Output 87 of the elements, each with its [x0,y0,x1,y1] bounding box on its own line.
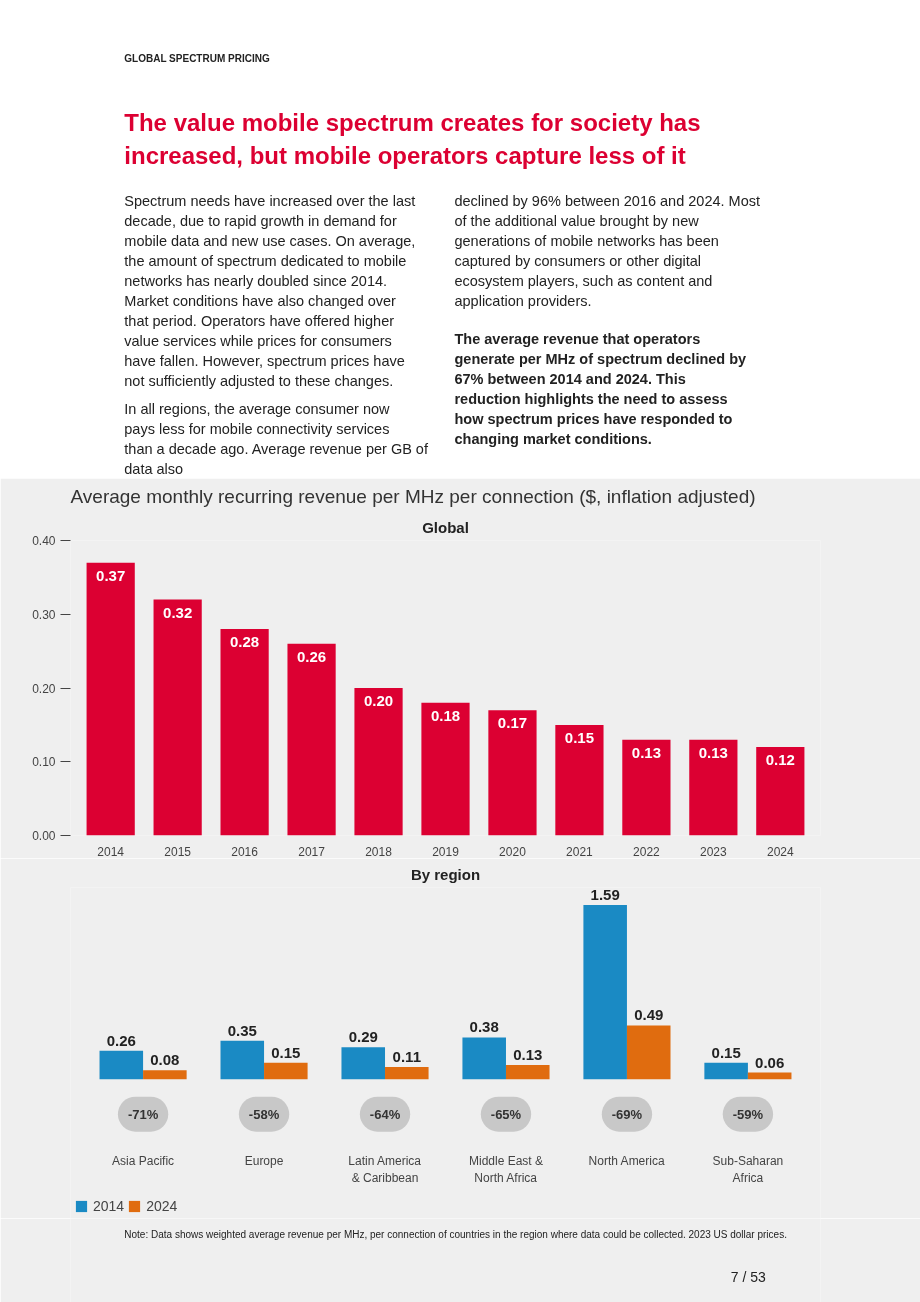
bar [747,1072,792,1080]
bar [622,739,671,836]
text: -58% [248,1106,280,1122]
data-label: 0.11 [392,1048,421,1066]
x-tick-label: Latin America & Caribbean [348,1154,422,1185]
data-label: 0.49 [634,1006,664,1024]
legend-label: 2014 [93,1198,125,1214]
text: The average revenue that operators generate per MHz of spectrum declined by 67% between 2014 and 2024. This reduction highlights the need to assess how spectrum prices have responded to changing market conditions. [454,330,747,447]
data-label: 0.13 [698,743,728,761]
data-label: 0.18 [430,706,461,724]
data-label: 0.38 [469,1018,499,1036]
y-tick-label: 0.10 [32,755,56,770]
bar [153,599,202,836]
bar [341,1047,386,1080]
data-label: 0.37 [96,566,126,584]
text: 7 / 53 [730,1268,767,1285]
legend-label: 2024 [146,1198,178,1214]
bar [488,710,537,836]
data-label: 0.15 [711,1043,741,1061]
x-tick-label: 2022 [633,844,661,859]
x-tick-label: 2019 [432,844,460,859]
bar [385,1067,429,1080]
x-tick-label: 2015 [164,844,192,859]
x-tick-label: North America [588,1154,665,1169]
text: -64% [369,1106,401,1122]
text: declined by 96% between 2016 and 2024. Most of the additional value brought by new generations of mobile networks has been captured by consumers or other digital ecosystem players, such as content and application providers. [454,192,760,309]
data-label: 0.13 [631,743,661,761]
y-tick-label: 0.40 [32,534,56,548]
data-label: 0.12 [765,751,795,768]
bar [143,1070,187,1080]
bar [220,629,269,836]
text: -59% [732,1106,764,1122]
text: -69% [611,1106,643,1122]
bar [626,1025,671,1080]
text: Note: Data shows weighted average revenue per MHz, per connection of countries in the region where data could be collected. 2023 US dollar prices. [124,1228,787,1240]
x-tick-label: Middle East & North Africa [468,1154,544,1185]
text: Spectrum needs have increased over the last decade, due to rapid growth in demand for mobile data and new use cases. On average, the amount of spectrum dedicated to mobile networks has nearly doubled since 2014. Market conditions have also changed over that period. Operators have offered higher value services while prices for consumers have fallen. However, spectrum prices have not sufficiently adjusted to these changes. [124,192,416,389]
text: GLOBAL SPECTRUM PRICING [124,52,270,64]
text: -65% [490,1106,522,1122]
bar [86,562,135,836]
x-tick-label: 2024 [766,844,794,859]
x-tick-label: 2020 [499,844,527,859]
bar [756,747,805,836]
data-label: 0.26 [106,1031,136,1049]
x-tick-label: Asia Pacific [112,1154,175,1169]
data-label: 0.32 [163,603,193,621]
data-label: 0.15 [564,728,595,746]
data-label: 0.06 [755,1053,785,1071]
text: The value mobile spectrum creates for society has increased, but mobile operators capture less of it [124,108,701,170]
data-label: 0.29 [348,1028,378,1046]
x-tick-label: 2017 [298,844,326,859]
bar [99,1050,144,1080]
bar [555,724,604,836]
bar [421,702,470,836]
bar [704,1062,748,1080]
x-tick-label: 2014 [97,844,125,859]
x-tick-label: 2016 [231,844,259,859]
bar [689,739,738,836]
data-label: 0.13 [513,1045,543,1063]
data-label: 0.15 [271,1043,301,1061]
x-tick-label: 2021 [566,844,594,859]
x-tick-label: Sub-Saharan Africa [712,1154,784,1185]
y-tick-label: 0.00 [32,829,56,843]
bar [505,1064,550,1080]
chart-title: Global [422,518,469,536]
y-tick-label: 0.20 [32,681,56,696]
data-label: 0.17 [497,714,528,732]
data-label: 0.35 [227,1021,257,1039]
bar [220,1040,265,1080]
text: In all regions, the average consumer now pays less for mobile connectivity services than a decade ago. Average revenue per GB of data also [124,400,429,477]
x-tick-label: 2018 [365,844,393,859]
bar [354,688,403,836]
bar [462,1037,506,1080]
bar [583,904,627,1080]
x-tick-label: Europe [244,1154,284,1169]
chart-subtitle: Average monthly recurring revenue per MHz per connection ($, inflation adjusted) [70,485,756,507]
text: -71% [127,1106,159,1122]
data-label: 0.20 [363,692,394,709]
bar [287,643,336,836]
chart-title: By region [410,865,481,883]
bar [264,1062,308,1080]
data-label: 0.26 [296,647,327,665]
data-label: 0.28 [230,633,260,650]
y-tick-label: 0.30 [32,607,56,622]
data-label: 0.08 [150,1051,180,1069]
data-label: 1.59 [590,885,620,903]
x-tick-label: 2023 [700,844,728,859]
